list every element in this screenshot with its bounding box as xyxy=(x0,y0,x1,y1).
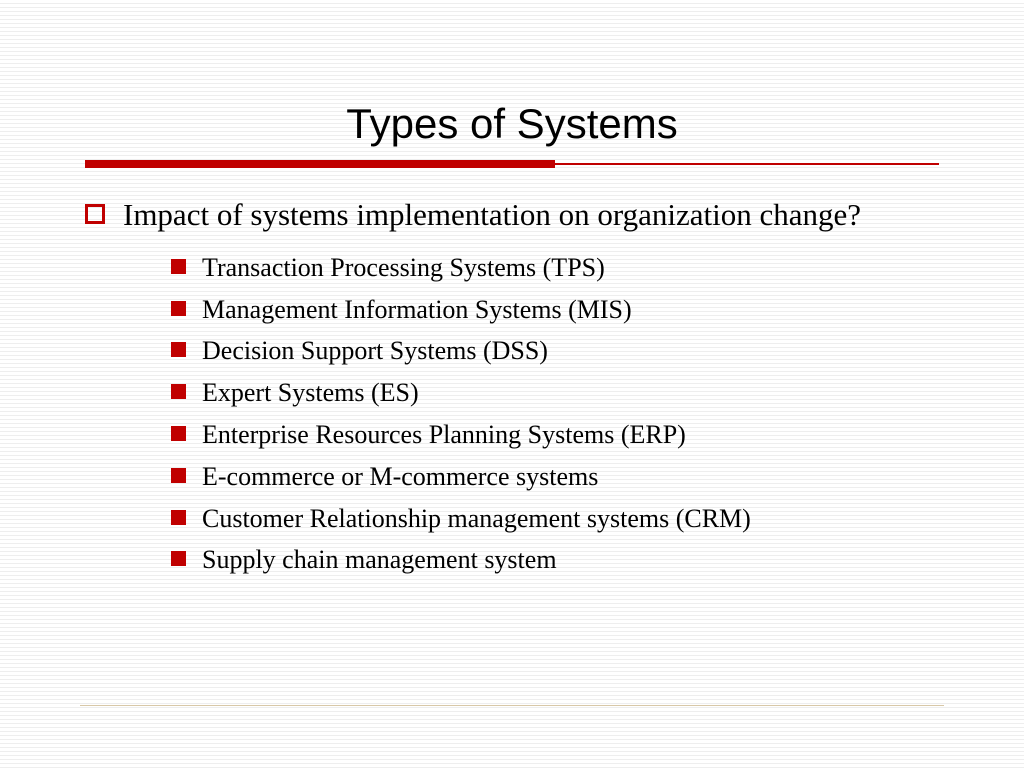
level2-item: Decision Support Systems (DSS) xyxy=(171,334,939,368)
level2-text: E-commerce or M-commerce systems xyxy=(202,460,598,494)
underline-thin xyxy=(85,163,939,165)
level2-text: Management Information Systems (MIS) xyxy=(202,293,632,327)
level2-item: Transaction Processing Systems (TPS) xyxy=(171,251,939,285)
bullet-filled-icon xyxy=(171,426,186,441)
level2-item: Enterprise Resources Planning Systems (E… xyxy=(171,418,939,452)
level2-text: Expert Systems (ES) xyxy=(202,376,419,410)
title-underline xyxy=(85,160,939,170)
bullet-filled-icon xyxy=(171,259,186,274)
level2-list: Transaction Processing Systems (TPS) Mana… xyxy=(171,251,939,577)
level1-text: Impact of systems implementation on orga… xyxy=(123,196,861,235)
level2-text: Customer Relationship management systems… xyxy=(202,502,751,536)
bullet-filled-icon xyxy=(171,301,186,316)
level2-item: E-commerce or M-commerce systems xyxy=(171,460,939,494)
level2-item: Customer Relationship management systems… xyxy=(171,502,939,536)
level2-text: Enterprise Resources Planning Systems (E… xyxy=(202,418,686,452)
level2-item: Expert Systems (ES) xyxy=(171,376,939,410)
bullet-filled-icon xyxy=(171,342,186,357)
bullet-filled-icon xyxy=(171,551,186,566)
slide-container: Types of Systems Impact of systems imple… xyxy=(0,0,1024,645)
level2-item: Management Information Systems (MIS) xyxy=(171,293,939,327)
level2-text: Supply chain management system xyxy=(202,543,557,577)
bullet-filled-icon xyxy=(171,468,186,483)
level1-item: Impact of systems implementation on orga… xyxy=(85,196,939,235)
level2-item: Supply chain management system xyxy=(171,543,939,577)
slide-title: Types of Systems xyxy=(85,100,939,148)
bullet-filled-icon xyxy=(171,510,186,525)
level2-text: Decision Support Systems (DSS) xyxy=(202,334,548,368)
bullet-outline-icon xyxy=(85,204,105,224)
bullet-filled-icon xyxy=(171,384,186,399)
footer-divider xyxy=(80,705,944,706)
level2-text: Transaction Processing Systems (TPS) xyxy=(202,251,605,285)
